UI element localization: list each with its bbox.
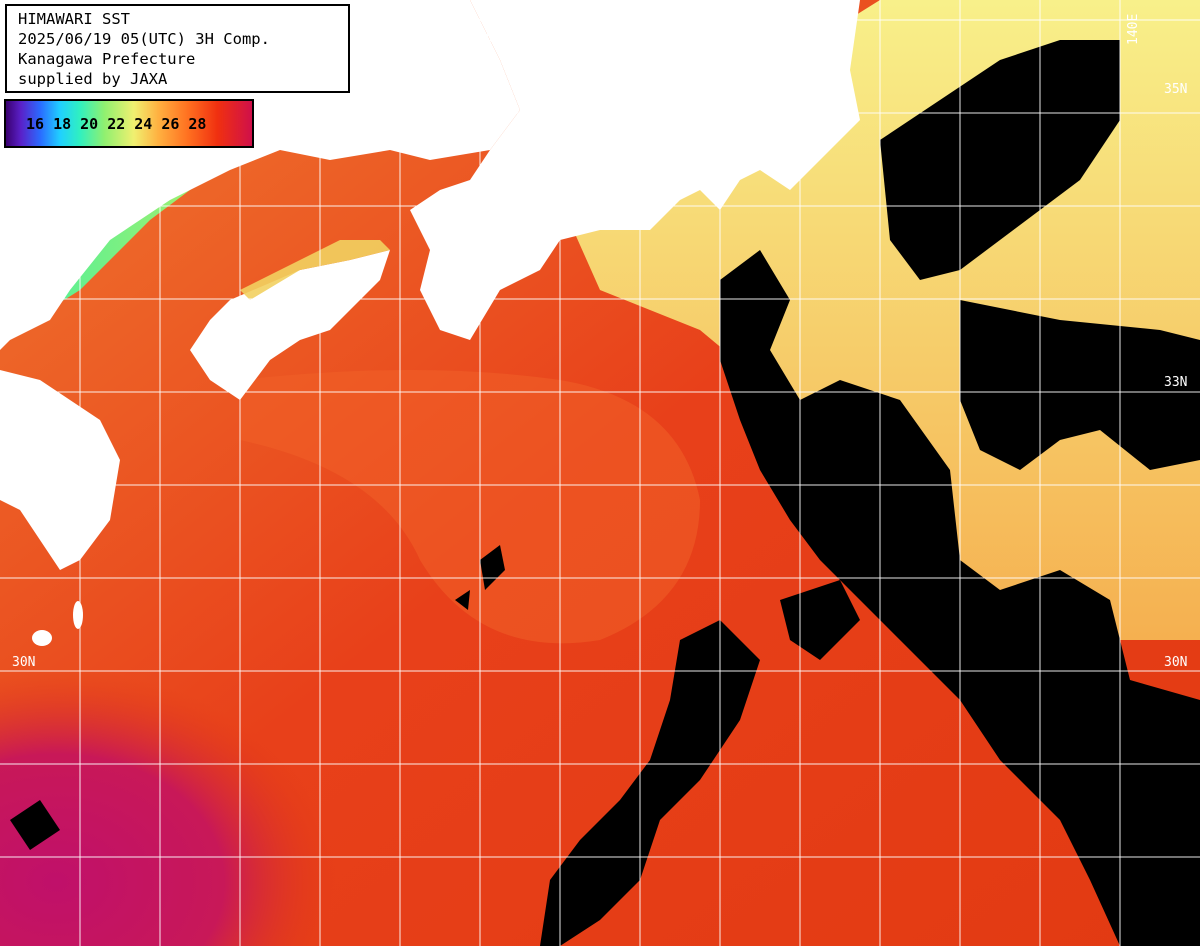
seto-inland-sea [240,240,390,300]
lat-label-30n-right: 30N [1164,655,1187,670]
legend-tick-24: 24 [134,115,153,133]
legend-tick-26: 26 [161,115,180,133]
legend-tick-22: 22 [107,115,126,133]
title-line-credit: supplied by JAXA [18,70,168,88]
title-box: HIMAWARI SST 2025/06/19 05(UTC) 3H Comp.… [5,4,350,93]
color-scale-legend: 16 18 20 22 24 26 28 [4,99,254,148]
legend-tick-20: 20 [80,115,99,133]
lat-label-33n: 33N [1164,375,1187,390]
legend-tick-16: 16 [26,115,45,133]
legend-tick-28: 28 [188,115,207,133]
title-line-product: HIMAWARI SST [18,10,130,28]
title-line-date: 2025/06/19 05(UTC) 3H Comp. [18,30,270,48]
lon-label-140e: 140E [1126,14,1141,45]
legend-tick-labels: 16 18 20 22 24 26 28 [26,115,206,133]
lon-label-136e: 136E [486,14,501,45]
legend-tick-18: 18 [53,115,72,133]
title-line-prefecture: Kanagawa Prefecture [18,50,196,68]
orange-eddy [240,370,700,644]
lat-label-30n-left: 30N [12,655,35,670]
lat-label-35n: 35N [1164,82,1187,97]
